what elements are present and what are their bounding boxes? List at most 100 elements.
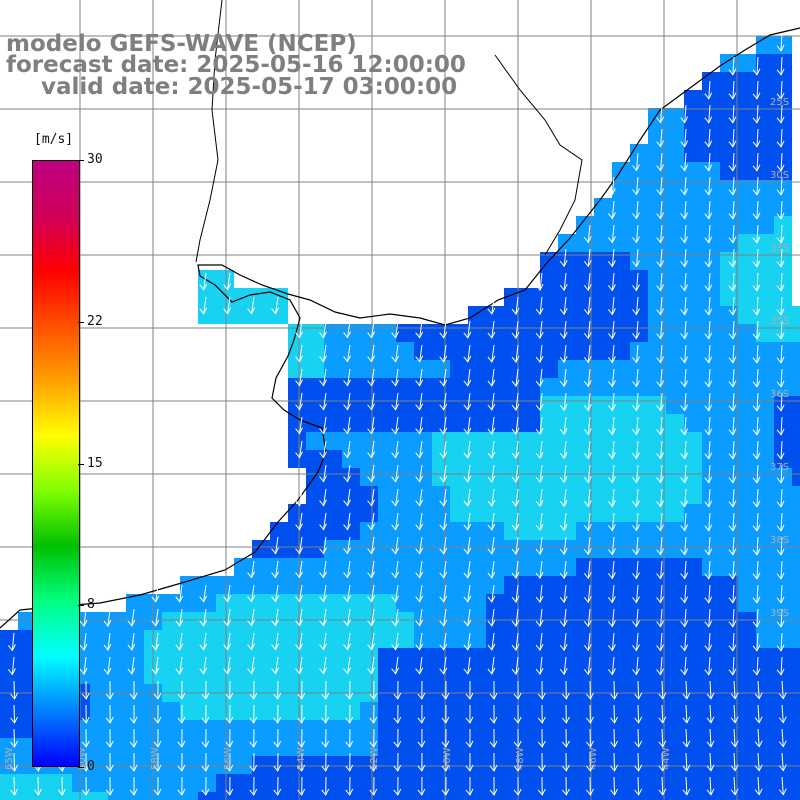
field-cell [216,612,234,630]
field-cell [90,702,108,720]
wind-arrow-head [463,427,472,435]
field-cell [450,702,468,720]
wind-arrow-head [465,740,474,748]
field-cell [738,432,756,450]
wind-arrow [275,608,279,626]
field-cell [180,792,198,800]
wind-arrow-head [706,788,715,796]
wind-arrow [637,728,640,747]
field-cell [486,468,504,486]
wind-arrow-head [728,620,737,628]
field-cell [180,630,198,648]
wind-arrow-head [439,667,448,675]
wind-arrow-head [607,308,616,316]
wind-arrow-head [319,547,327,555]
longitude-label: 58W [150,747,161,770]
wind-arrow-head [463,379,472,387]
field-cell [540,756,558,774]
field-cell [504,432,522,450]
field-cell [774,162,792,180]
field-cell [36,774,54,792]
field-cell [216,270,234,288]
wind-arrow [708,464,711,483]
wind-arrow [323,368,327,386]
field-cell [558,486,576,504]
wind-arrow [756,440,759,459]
wind-arrow [635,416,639,435]
wind-arrow-head [153,692,162,700]
wind-arrow [467,608,471,626]
field-cell [486,342,504,360]
field-cell [468,522,486,540]
field-cell [756,486,774,504]
wind-arrow [419,320,423,338]
field-cell [630,198,648,216]
field-cell [396,612,414,630]
field-cell [540,558,558,576]
wind-arrow-head [634,716,643,724]
wind-arrow [660,416,663,435]
field-cell [270,612,288,630]
field-cell [486,720,504,738]
field-cell [558,666,576,684]
field-cell [450,576,468,594]
field-cell [684,180,702,198]
wind-arrow [467,344,471,362]
field-cell [756,270,774,288]
wind-arrow [563,248,567,267]
field-cell [594,432,612,450]
field-cell [594,594,612,612]
field-cell [216,630,234,648]
wind-arrow-head [535,331,544,340]
wind-arrow-head [321,692,330,700]
field-cell [738,738,756,756]
wind-arrow-head [607,668,616,676]
field-cell [396,432,414,450]
field-cell [468,774,486,792]
field-cell [468,648,486,666]
wind-arrow-head [728,188,737,196]
field-cell [252,702,270,720]
field-cell [792,306,800,324]
field-cell [774,414,792,432]
wind-arrow-head [79,619,88,628]
field-cell [540,342,558,360]
field-cell [252,720,270,738]
wind-arrow [587,560,591,579]
wind-arrow-head [295,403,303,411]
wind-arrow [467,368,471,386]
wind-arrow [732,632,735,651]
field-cell [252,288,270,306]
wind-arrow-head [153,764,162,772]
wind-arrow-head [656,260,665,268]
wind-arrow [419,608,423,626]
wind-arrow [732,56,735,75]
wind-arrow [684,584,687,603]
wind-arrow-head [776,260,785,268]
field-cell [576,792,594,800]
wind-arrow [347,584,351,602]
wind-arrow-head [319,451,327,459]
field-cell [396,630,414,648]
field-cell [774,432,792,450]
field-cell [594,270,612,288]
field-cell [450,756,468,774]
wind-arrow [371,632,375,650]
wind-arrow [660,320,663,339]
wind-arrow [443,488,447,506]
field-cell [252,756,270,774]
field-cell [396,774,414,792]
field-cell [540,504,558,522]
field-cell [306,360,324,378]
field-cell [738,144,756,162]
wind-arrow [539,656,543,675]
wind-arrow-head [223,283,232,291]
wind-arrow [419,632,423,650]
wind-arrow-head [752,524,761,532]
field-cell [306,774,324,792]
field-cell [594,648,612,666]
wind-arrow [443,464,447,482]
field-cell [216,774,234,792]
field-cell [414,378,432,396]
